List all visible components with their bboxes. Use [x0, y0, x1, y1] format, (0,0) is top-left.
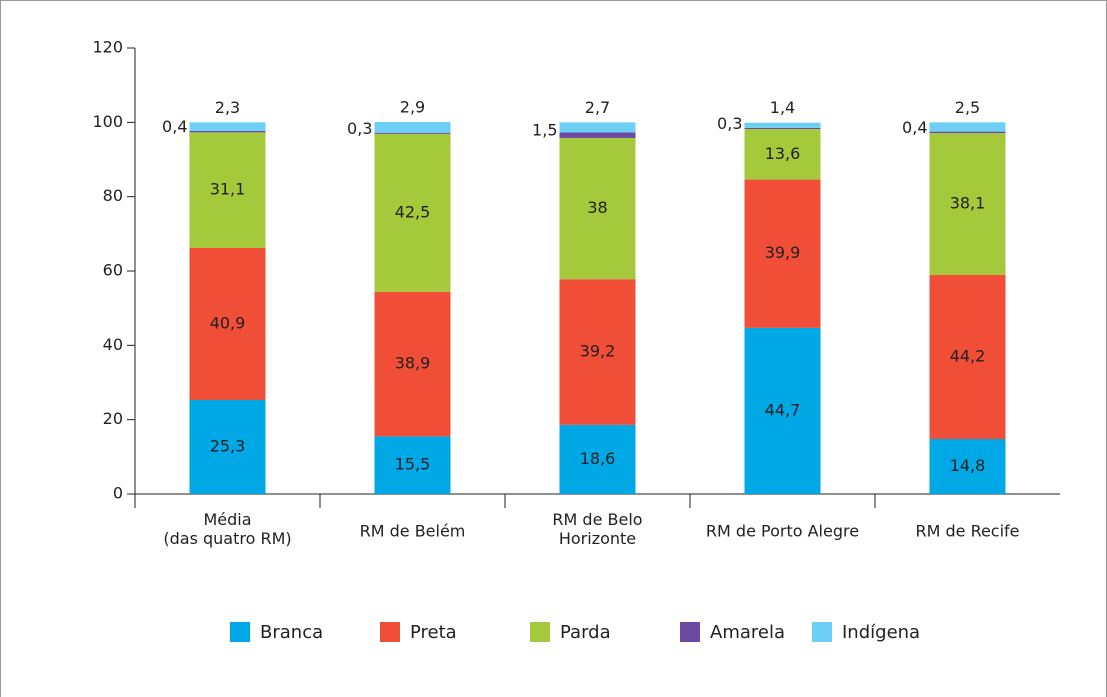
- data-label: 40,9: [210, 313, 246, 332]
- data-label: 0,3: [347, 119, 372, 138]
- y-tick-label: 100: [92, 112, 123, 131]
- bar-segment: [374, 121, 451, 133]
- bar-segment: [929, 131, 1006, 134]
- legend-label: Indígena: [842, 622, 920, 643]
- x-tick-label: Média (das quatro RM): [163, 510, 291, 548]
- bar-segment: [559, 122, 636, 133]
- data-label: 44,2: [950, 346, 986, 365]
- data-label: 2,9: [400, 97, 425, 116]
- bar-segment: [189, 132, 266, 248]
- legend-label: Amarela: [710, 622, 785, 643]
- data-label: 15,5: [395, 455, 431, 474]
- legend-swatch: [812, 622, 832, 642]
- data-label: 39,2: [580, 342, 616, 361]
- legend-label: Parda: [560, 622, 611, 643]
- bar-segment: [744, 127, 821, 130]
- data-label: 2,7: [585, 98, 610, 117]
- data-label: 1,4: [770, 98, 795, 117]
- bar-segment: [744, 327, 821, 494]
- legend-swatch: [230, 622, 250, 642]
- bar-segment: [189, 122, 266, 131]
- x-tick-label: RM de Belém: [360, 522, 466, 541]
- data-label: 0,4: [162, 117, 187, 136]
- data-label: 14,8: [950, 456, 986, 475]
- legend-label: Branca: [260, 622, 323, 643]
- data-label: 25,3: [210, 436, 246, 455]
- x-tick-label: RM de Recife: [915, 522, 1019, 541]
- y-tick-label: 60: [103, 261, 123, 280]
- data-label: 0,3: [717, 114, 742, 133]
- data-label: 1,5: [532, 121, 557, 140]
- bar-segment: [929, 438, 1006, 494]
- data-label: 31,1: [210, 180, 246, 199]
- data-label: 18,6: [580, 449, 616, 468]
- bar-segment: [929, 274, 1006, 439]
- bar-segment: [559, 279, 636, 425]
- data-label: 13,6: [765, 144, 801, 163]
- legend-swatch: [680, 622, 700, 642]
- legend: Branca Preta Parda Amarela Indígena: [230, 622, 920, 643]
- bar-segment: [189, 130, 266, 133]
- bar-segment: [559, 424, 636, 494]
- bar-segment: [744, 179, 821, 328]
- legend-swatch: [380, 622, 400, 642]
- bar-segment: [189, 399, 266, 494]
- data-label: 38: [587, 198, 607, 217]
- x-tick-label: RM de Porto Alegre: [706, 522, 859, 541]
- bar-segment: [189, 247, 266, 400]
- y-tick-label: 120: [92, 38, 123, 57]
- legend-label: Preta: [410, 622, 457, 643]
- bar-segment: [559, 137, 636, 280]
- data-label: 44,7: [765, 400, 801, 419]
- data-label: 0,4: [902, 118, 927, 137]
- data-label: 2,3: [215, 98, 240, 117]
- bar-segment: [929, 133, 1006, 275]
- bar-segment: [744, 122, 821, 128]
- bar-segment: [374, 132, 451, 134]
- y-tick-label: 0: [113, 484, 123, 503]
- bar-segment: [374, 436, 451, 494]
- data-label: 2,5: [955, 98, 980, 117]
- y-tick-label: 20: [103, 409, 123, 428]
- bar-segment: [559, 132, 636, 138]
- data-label: 38,1: [950, 193, 986, 212]
- y-tick-label: 80: [103, 186, 123, 205]
- bar-segment: [374, 291, 451, 437]
- y-tick-label: 40: [103, 335, 123, 354]
- bar-segment: [374, 133, 451, 292]
- bar-segment: [929, 122, 1006, 132]
- data-label: 38,9: [395, 354, 431, 373]
- data-label: 39,9: [765, 243, 801, 262]
- data-label: 42,5: [395, 202, 431, 221]
- bar-segment: [744, 129, 821, 180]
- x-tick-label: RM de Belo Horizonte: [552, 510, 642, 548]
- legend-swatch: [530, 622, 550, 642]
